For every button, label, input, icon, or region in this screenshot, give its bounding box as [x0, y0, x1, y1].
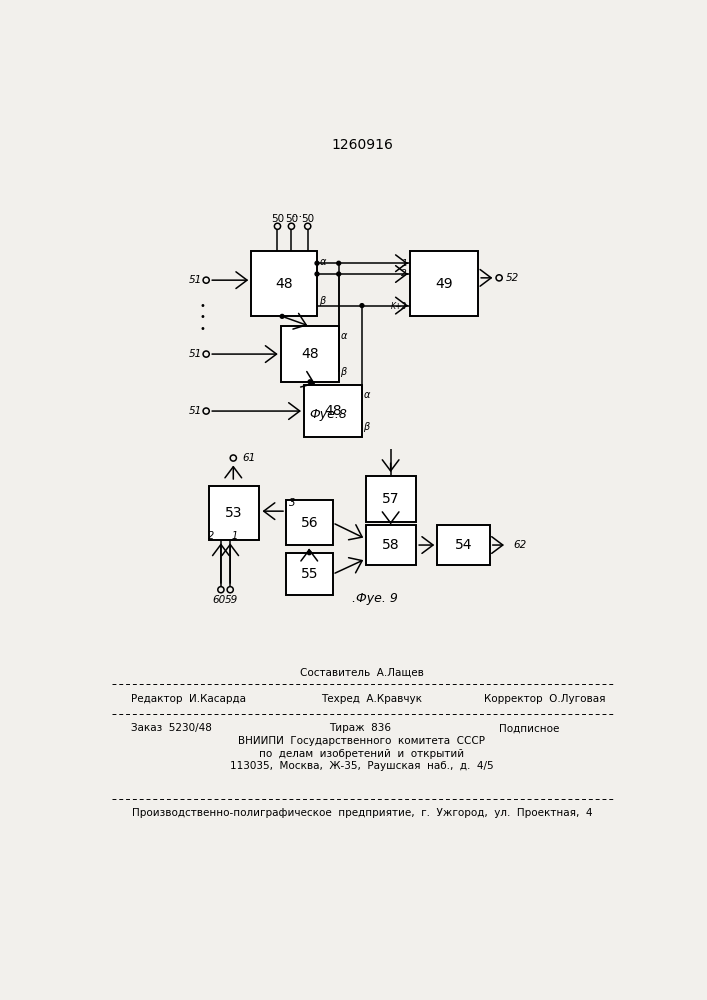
Circle shape: [337, 261, 341, 265]
Bar: [286, 553, 332, 595]
Bar: [286, 500, 332, 545]
Circle shape: [308, 551, 311, 555]
Text: Техред  А.Кравчук: Техред А.Кравчук: [321, 694, 422, 704]
Text: α: α: [320, 257, 326, 267]
Text: 1: 1: [232, 531, 238, 541]
Circle shape: [360, 304, 364, 307]
Text: 50: 50: [271, 214, 284, 224]
Text: 55: 55: [300, 567, 318, 581]
Circle shape: [315, 261, 319, 265]
Text: Производственно-полиграфическое  предприятие,  г.  Ужгород,  ул.  Проектная,  4: Производственно-полиграфическое предприя…: [132, 808, 592, 818]
Text: 59: 59: [225, 595, 238, 605]
Text: Тираж  836: Тираж 836: [329, 723, 391, 733]
Text: Подписное: Подписное: [499, 723, 559, 733]
Text: 62: 62: [513, 540, 526, 550]
Circle shape: [337, 272, 341, 276]
Text: 2: 2: [401, 269, 407, 278]
Text: K+2: K+2: [391, 302, 407, 311]
Bar: [304, 385, 362, 437]
Text: •
•
•: • • •: [199, 301, 205, 334]
Text: ...: ...: [292, 207, 303, 220]
Text: Фуе.8: Фуе.8: [310, 408, 348, 421]
Bar: [437, 525, 490, 565]
Text: β: β: [320, 296, 326, 306]
Text: ВНИИПИ  Государственного  комитета  СССР: ВНИИПИ Государственного комитета СССР: [238, 736, 486, 746]
Text: 60: 60: [213, 595, 226, 605]
Text: Редактор  И.Касарда: Редактор И.Касарда: [131, 694, 246, 704]
Text: 51: 51: [189, 275, 202, 285]
Text: 54: 54: [455, 538, 472, 552]
Text: Корректор  О.Луговая: Корректор О.Луговая: [484, 694, 605, 704]
Text: 3: 3: [289, 498, 296, 508]
Text: 49: 49: [436, 277, 453, 291]
Text: 1: 1: [401, 259, 407, 268]
Text: 61: 61: [243, 453, 256, 463]
Text: .Фуе. 9: .Фуе. 9: [352, 592, 398, 605]
Bar: [366, 476, 416, 522]
Circle shape: [315, 272, 319, 276]
Text: 113035,  Москва,  Ж-35,  Раушская  наб.,  д.  4/5: 113035, Москва, Ж-35, Раушская наб., д. …: [230, 761, 493, 771]
Text: 48: 48: [275, 277, 293, 291]
Text: 50: 50: [301, 214, 315, 224]
Text: 48: 48: [300, 347, 318, 361]
Text: по  делам  изобретений  и  открытий: по делам изобретений и открытий: [259, 749, 464, 759]
Bar: [366, 525, 416, 565]
Text: Составитель  А.Лащев: Составитель А.Лащев: [300, 668, 424, 678]
Text: 51: 51: [189, 406, 202, 416]
Text: 52: 52: [506, 273, 520, 283]
Text: α: α: [363, 390, 370, 400]
Text: 53: 53: [225, 506, 243, 520]
Text: 58: 58: [382, 538, 400, 552]
Text: 48: 48: [324, 404, 341, 418]
Text: 1260916: 1260916: [331, 138, 393, 152]
Circle shape: [280, 314, 284, 318]
Bar: [251, 251, 317, 316]
Text: 56: 56: [300, 516, 318, 530]
Circle shape: [308, 380, 312, 384]
Text: 50: 50: [285, 214, 298, 224]
Text: 51: 51: [189, 349, 202, 359]
Text: 57: 57: [382, 492, 399, 506]
Text: β: β: [340, 367, 346, 377]
Bar: [410, 251, 478, 316]
Bar: [281, 326, 339, 382]
Text: Заказ  5230/48: Заказ 5230/48: [131, 723, 212, 733]
Bar: [209, 486, 259, 540]
Text: 2: 2: [209, 531, 215, 541]
Text: α: α: [340, 331, 346, 341]
Text: β: β: [363, 422, 370, 432]
